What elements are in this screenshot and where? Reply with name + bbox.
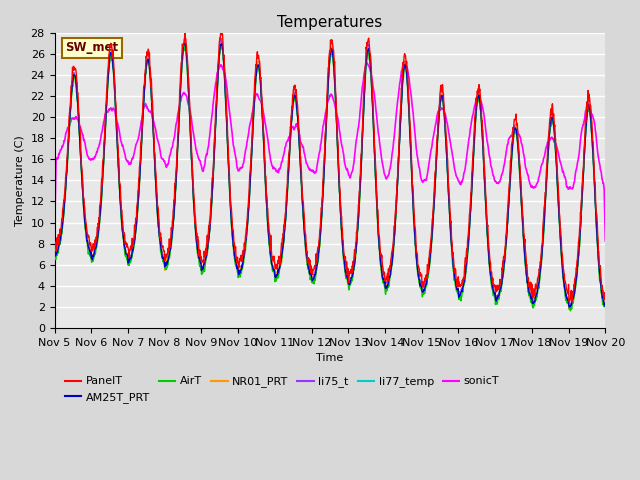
Legend: PanelT, AM25T_PRT, AirT, NR01_PRT, li75_t, li77_temp, sonicT: PanelT, AM25T_PRT, AirT, NR01_PRT, li75_…: [60, 372, 504, 408]
X-axis label: Time: Time: [316, 353, 344, 363]
Title: Temperatures: Temperatures: [277, 15, 383, 30]
Text: SW_met: SW_met: [65, 41, 118, 54]
Y-axis label: Temperature (C): Temperature (C): [15, 135, 25, 226]
